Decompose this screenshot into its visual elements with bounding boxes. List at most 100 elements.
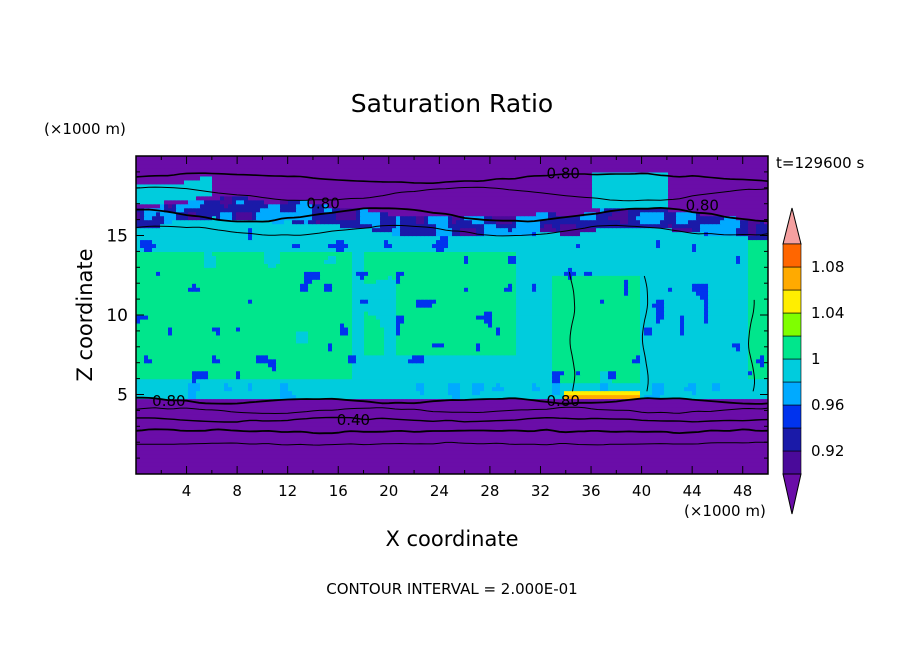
field-cell — [204, 426, 209, 431]
field-cell — [328, 354, 333, 360]
field-cell — [180, 378, 185, 384]
field-cell — [408, 382, 413, 388]
field-cell — [544, 462, 549, 467]
field-cell — [152, 438, 157, 443]
field-cell — [692, 394, 697, 400]
field-cell — [508, 386, 513, 392]
field-cell — [660, 442, 665, 447]
field-cell — [324, 394, 329, 400]
field-cell — [468, 450, 473, 455]
field-cell — [456, 374, 461, 380]
field-cell — [696, 378, 701, 384]
field-cell — [224, 466, 229, 471]
field-cell — [644, 450, 649, 455]
field-cell — [568, 350, 573, 356]
field-cell — [224, 366, 229, 372]
field-cell — [652, 414, 657, 419]
field-cell — [444, 438, 449, 443]
field-cell — [568, 382, 573, 388]
field-cell — [516, 354, 521, 360]
field-cell — [564, 362, 569, 368]
field-cell — [248, 366, 253, 372]
field-cell — [340, 358, 345, 364]
field-cell — [148, 354, 153, 360]
field-cell — [756, 454, 761, 459]
field-cell — [532, 438, 537, 443]
field-cell — [464, 370, 469, 376]
field-cell — [652, 398, 657, 404]
field-cell — [276, 470, 281, 474]
field-cell — [580, 350, 585, 356]
field-cell — [236, 350, 241, 356]
field-cell — [404, 438, 409, 443]
field-cell — [476, 402, 481, 408]
field-cell — [540, 470, 545, 474]
field-cell — [400, 458, 405, 463]
field-cell — [268, 358, 273, 364]
field-cell — [300, 406, 305, 411]
field-cell — [716, 434, 721, 439]
field-cell — [316, 382, 321, 388]
field-cell — [744, 446, 749, 451]
field-cell — [604, 414, 609, 419]
field-cell — [248, 382, 253, 388]
field-cell — [272, 358, 277, 364]
field-cell — [416, 450, 421, 455]
field-cell — [660, 362, 665, 368]
field-cell — [248, 434, 253, 439]
field-cell — [352, 346, 357, 352]
field-cell — [236, 470, 241, 474]
field-cell — [592, 354, 597, 360]
field-cell — [356, 362, 361, 368]
field-cell — [352, 410, 357, 415]
field-cell — [556, 462, 561, 467]
field-cell — [264, 430, 269, 435]
field-cell — [628, 362, 633, 368]
field-cell — [732, 402, 737, 408]
field-cell — [356, 370, 361, 376]
field-cell — [328, 390, 333, 396]
field-cell — [560, 470, 565, 474]
field-cell — [640, 466, 645, 471]
field-cell — [680, 422, 685, 427]
field-cell — [320, 394, 325, 400]
field-cell — [636, 458, 641, 463]
field-cell — [320, 358, 325, 364]
field-cell — [320, 450, 325, 455]
field-cell — [676, 434, 681, 439]
field-cell — [612, 402, 617, 408]
field-cell — [496, 446, 501, 451]
field-cell — [260, 458, 265, 463]
field-cell — [524, 398, 529, 404]
field-cell — [468, 390, 473, 396]
field-cell — [692, 418, 697, 423]
field-cell — [588, 350, 593, 356]
field-cell — [308, 394, 313, 400]
field-cell — [168, 458, 173, 463]
field-cell — [672, 466, 677, 471]
field-cell — [440, 370, 445, 376]
field-cell — [204, 454, 209, 459]
field-cell — [472, 462, 477, 467]
field-cell — [340, 462, 345, 467]
field-cell — [272, 402, 277, 408]
field-cell — [616, 458, 621, 463]
field-cell — [504, 382, 509, 388]
field-cell — [508, 354, 513, 360]
field-cell — [672, 462, 677, 467]
field-cell — [208, 358, 213, 364]
field-cell — [292, 358, 297, 364]
field-cell — [668, 406, 673, 411]
field-cell — [616, 454, 621, 459]
field-cell — [224, 422, 229, 427]
field-cell — [144, 386, 149, 392]
field-cell — [712, 374, 717, 380]
field-cell — [596, 414, 601, 419]
field-cell — [580, 402, 585, 408]
field-cell — [348, 450, 353, 455]
field-cell — [484, 470, 489, 474]
field-cell — [736, 426, 741, 431]
field-cell — [608, 398, 613, 404]
field-cell — [484, 466, 489, 471]
field-cell — [612, 350, 617, 356]
